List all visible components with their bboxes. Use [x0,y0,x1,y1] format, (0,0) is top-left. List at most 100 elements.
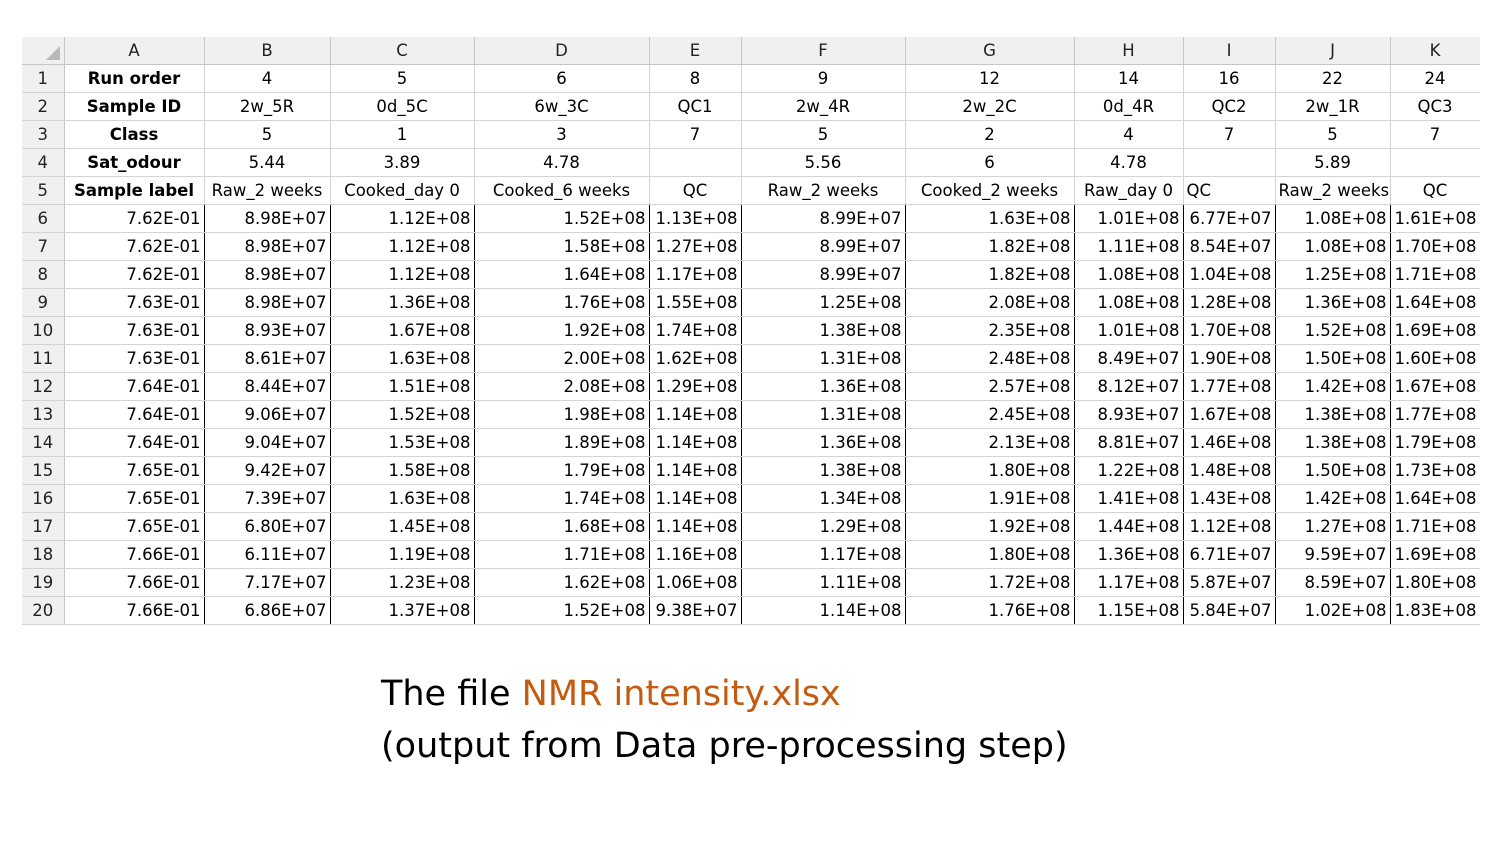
sheet-cell[interactable]: 1.83E+08 [1390,596,1480,625]
sheet-cell[interactable] [649,148,742,177]
sheet-cell[interactable]: 1.80E+08 [905,540,1075,569]
sheet-cell[interactable]: 2.13E+08 [905,428,1075,457]
sheet-cell[interactable]: 1.64E+08 [1390,288,1480,317]
sheet-cell[interactable]: 1.63E+08 [330,344,475,373]
sheet-cell[interactable]: 1.28E+08 [1183,288,1276,317]
sheet-cell[interactable]: 1.50E+08 [1275,344,1391,373]
sheet-cell[interactable]: 14 [1074,64,1184,93]
sheet-cell[interactable]: 1.55E+08 [649,288,742,317]
sheet-cell[interactable]: 1.48E+08 [1183,456,1276,485]
sheet-cell[interactable]: 1.16E+08 [649,540,742,569]
sheet-cell[interactable]: 1.15E+08 [1074,596,1184,625]
row-header[interactable]: 20 [22,596,65,625]
sheet-cell[interactable]: 5.84E+07 [1183,596,1276,625]
sheet-cell[interactable]: 7.64E-01 [64,428,205,457]
row-header[interactable]: 12 [22,372,65,401]
sheet-cell[interactable]: 1.51E+08 [330,372,475,401]
sheet-cell[interactable]: 1.29E+08 [649,372,742,401]
sheet-cell[interactable]: 1.38E+08 [741,456,906,485]
sheet-cell[interactable]: 1.69E+08 [1390,316,1480,345]
sheet-cell[interactable]: 6 [474,64,650,93]
sheet-cell[interactable]: 2 [905,120,1075,149]
sheet-cell[interactable]: 1.92E+08 [474,316,650,345]
sheet-cell[interactable]: 1.68E+08 [474,512,650,541]
column-header-i[interactable]: I [1183,37,1276,65]
sheet-cell[interactable]: 6.80E+07 [204,512,331,541]
sheet-cell[interactable]: 1.04E+08 [1183,260,1276,289]
sheet-cell[interactable]: 1.36E+08 [1074,540,1184,569]
sheet-cell[interactable]: 8.81E+07 [1074,428,1184,457]
sheet-cell[interactable]: 1.38E+08 [741,316,906,345]
column-header-h[interactable]: H [1074,37,1184,65]
sheet-cell[interactable]: 1.63E+08 [905,204,1075,233]
sheet-cell[interactable]: 1.71E+08 [1390,512,1480,541]
sheet-cell[interactable]: 1.22E+08 [1074,456,1184,485]
sheet-cell[interactable]: 1.58E+08 [474,232,650,261]
sheet-cell[interactable]: QC [1390,176,1480,205]
sheet-cell[interactable]: 1.23E+08 [330,568,475,597]
sheet-cell[interactable]: 6.86E+07 [204,596,331,625]
sheet-cell[interactable]: 24 [1390,64,1480,93]
sheet-cell[interactable]: Cooked_day 0 [330,176,475,205]
sheet-cell[interactable]: Raw_2 weeks [1275,176,1391,205]
sheet-cell[interactable]: Cooked_6 weeks [474,176,650,205]
sheet-cell[interactable]: 7.66E-01 [64,568,205,597]
sheet-cell[interactable]: 1.38E+08 [1275,428,1391,457]
sheet-cell[interactable]: 1.62E+08 [474,568,650,597]
sheet-cell[interactable]: 7.63E-01 [64,344,205,373]
sheet-cell[interactable]: 8.99E+07 [741,204,906,233]
sheet-cell[interactable]: 5 [330,64,475,93]
sheet-cell[interactable]: 1.89E+08 [474,428,650,457]
sheet-cell[interactable]: 2.08E+08 [474,372,650,401]
sheet-cell[interactable]: 2.00E+08 [474,344,650,373]
sheet-cell[interactable]: 8.44E+07 [204,372,331,401]
sheet-cell[interactable]: 5 [741,120,906,149]
sheet-cell[interactable]: 1.50E+08 [1275,456,1391,485]
row-header[interactable]: 13 [22,400,65,429]
sheet-cell[interactable]: 7.62E-01 [64,232,205,261]
sheet-cell[interactable]: QC1 [649,92,742,121]
sheet-cell[interactable]: 4.78 [1074,148,1184,177]
column-header-b[interactable]: B [204,37,331,65]
sheet-cell[interactable]: 1.08E+08 [1074,260,1184,289]
sheet-cell[interactable]: 1.34E+08 [741,484,906,513]
sheet-cell[interactable]: 1.27E+08 [649,232,742,261]
sheet-cell[interactable]: 1.38E+08 [1275,400,1391,429]
row-header[interactable]: 15 [22,456,65,485]
sheet-cell[interactable]: 1.77E+08 [1390,400,1480,429]
sheet-cell[interactable]: 7.64E-01 [64,372,205,401]
sheet-cell[interactable]: 5 [204,120,331,149]
sheet-cell[interactable]: 4 [204,64,331,93]
sheet-cell[interactable]: 9.42E+07 [204,456,331,485]
sheet-cell[interactable]: 7.65E-01 [64,512,205,541]
row-header[interactable]: 1 [22,64,65,93]
row-label-cell[interactable]: Sample label [64,176,205,205]
sheet-cell[interactable]: 2.48E+08 [905,344,1075,373]
sheet-cell[interactable]: 6w_3C [474,92,650,121]
sheet-cell[interactable]: 0d_4R [1074,92,1184,121]
sheet-cell[interactable]: 1.52E+08 [474,204,650,233]
row-header[interactable]: 11 [22,344,65,373]
sheet-cell[interactable]: 8.98E+07 [204,260,331,289]
sheet-cell[interactable]: 9.04E+07 [204,428,331,457]
sheet-cell[interactable]: 1.12E+08 [330,260,475,289]
sheet-cell[interactable]: 1.25E+08 [1275,260,1391,289]
sheet-cell[interactable]: QC [1183,176,1276,205]
sheet-cell[interactable]: 2.45E+08 [905,400,1075,429]
sheet-cell[interactable]: 1.08E+08 [1074,288,1184,317]
sheet-cell[interactable]: 1.60E+08 [1390,344,1480,373]
sheet-cell[interactable]: 1.25E+08 [741,288,906,317]
column-header-j[interactable]: J [1275,37,1391,65]
row-header[interactable]: 5 [22,176,65,205]
sheet-cell[interactable]: 7 [1183,120,1276,149]
sheet-cell[interactable]: 7.17E+07 [204,568,331,597]
sheet-cell[interactable]: 1.36E+08 [741,372,906,401]
sheet-cell[interactable]: 1.08E+08 [1275,232,1391,261]
row-header[interactable]: 19 [22,568,65,597]
sheet-cell[interactable]: 8.93E+07 [1074,400,1184,429]
sheet-cell[interactable]: 5.56 [741,148,906,177]
sheet-cell[interactable]: 8.49E+07 [1074,344,1184,373]
sheet-cell[interactable]: 2w_5R [204,92,331,121]
sheet-cell[interactable]: 2w_1R [1275,92,1391,121]
row-header[interactable]: 7 [22,232,65,261]
